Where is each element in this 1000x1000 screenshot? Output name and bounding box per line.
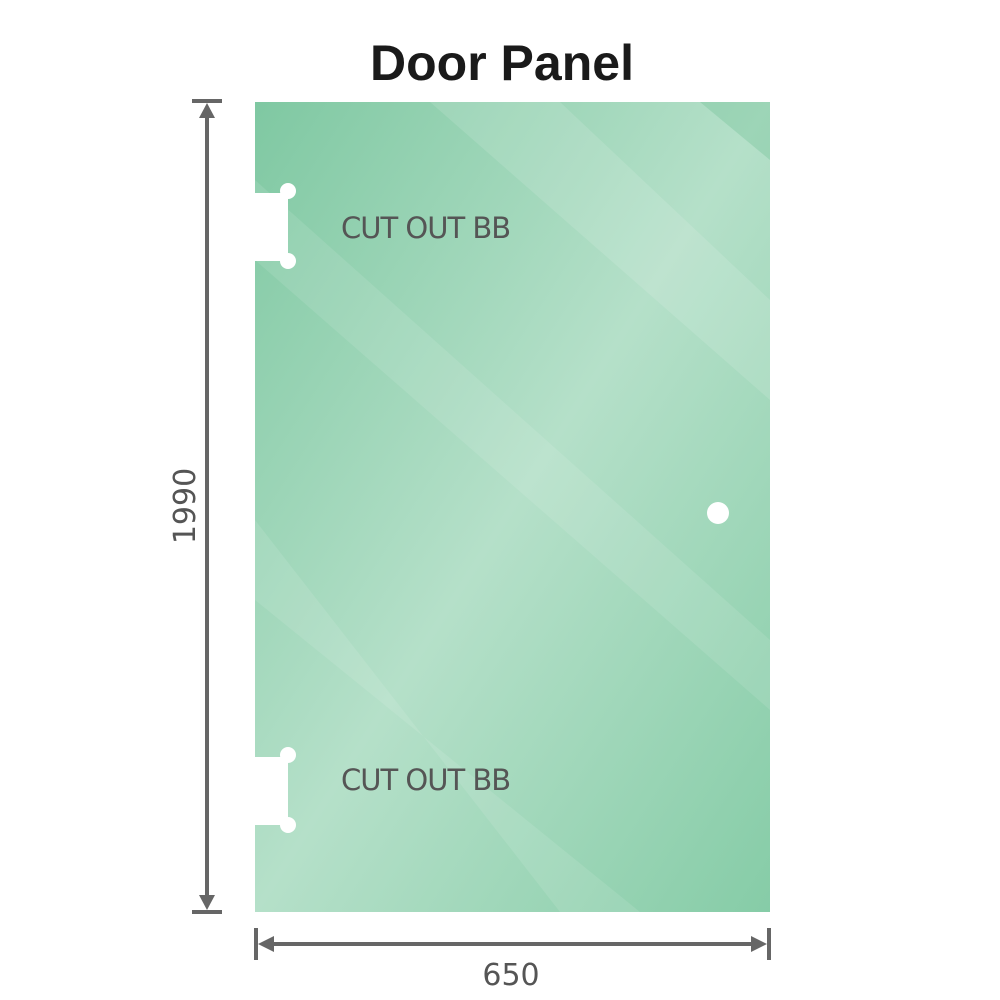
glass-panel (255, 102, 770, 912)
diagram-title: Door Panel (370, 35, 634, 91)
height-dimension (192, 99, 222, 914)
cutout-label-top: CUT OUT BB (341, 211, 510, 245)
width-value: 650 (482, 958, 539, 993)
cutout-top (255, 183, 296, 269)
height-value: 1990 (168, 468, 203, 544)
width-dimension (254, 928, 771, 960)
cutout-label-bottom: CUT OUT BB (341, 763, 510, 797)
handle-hole (707, 502, 729, 524)
cutout-bottom (255, 747, 296, 833)
